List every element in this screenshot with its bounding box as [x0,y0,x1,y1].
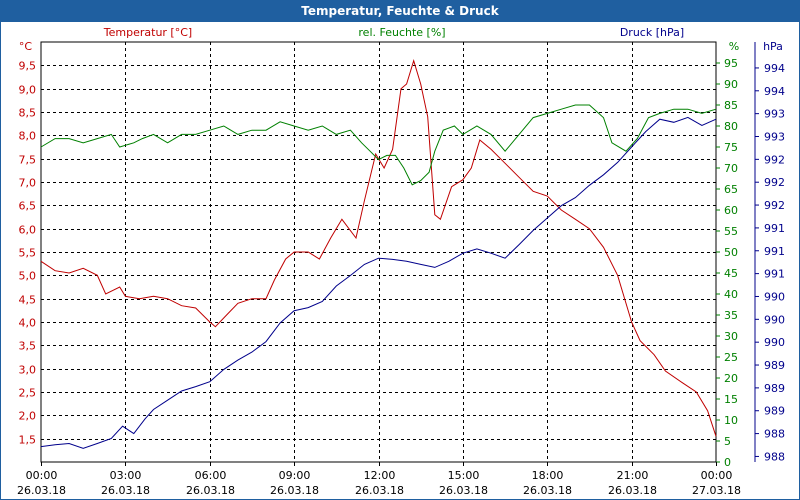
date-tick-label: 27.03.18 [692,484,741,497]
time-axis: 00:00 26.03.18 03:00 26.03.18 06:00 26.03.18 0… [17,462,741,497]
humidity-axis: % rel. Feuchte [%] 0 5 10 15 20 25 30 35 40 45 50 5… [358,26,739,469]
humidity-tick-label: 35 [724,309,738,322]
time-tick-label: 09:00 [279,469,311,482]
temperature-unit: °C [19,40,33,53]
temperature-axis: °C Temperatur [°C] 1,5 2,0 2,5 3,0 3,5 4,0 4,5… [19,26,193,447]
pressure-axis: hPa Druck [hPa] 988 988 989 989 989 990 990 990… [620,26,785,463]
humidity-tick-label: 95 [724,57,738,70]
pressure-tick-label: 994 [764,85,785,98]
temperature-tick-label: 6,5 [19,200,37,213]
humidity-tick-label: 85 [724,99,738,112]
time-tick-label: 18:00 [532,469,564,482]
temperature-tick-label: 6,0 [19,224,37,237]
pressure-tick-label: 992 [764,153,785,166]
pressure-tick-label: 989 [764,405,785,418]
time-tick-label: 03:00 [110,469,142,482]
temperature-tick-label: 4,5 [19,294,37,307]
humidity-tick-label: 30 [724,330,738,343]
temperature-tick-label: 2,0 [19,410,37,423]
date-tick-label: 26.03.18 [270,484,319,497]
pressure-tick-label: 989 [764,359,785,372]
pressure-tick-label: 994 [764,62,785,75]
humidity-tick-label: 45 [724,267,738,280]
humidity-tick-label: 5 [724,435,731,448]
pressure-unit: hPa [763,40,783,53]
pressure-tick-label: 992 [764,199,785,212]
series-line-pressure [40,116,717,449]
humidity-tick-label: 75 [724,141,738,154]
pressure-tick-label: 990 [764,336,785,349]
humidity-tick-label: 60 [724,204,738,217]
series-group [40,58,717,449]
date-tick-label: 26.03.18 [523,484,572,497]
humidity-tick-label: 65 [724,183,738,196]
pressure-tick-label: 990 [764,290,785,303]
pressure-tick-label: 993 [764,108,785,121]
humidity-tick-label: 25 [724,351,738,364]
pressure-tick-label: 991 [764,222,785,235]
humidity-tick-label: 10 [724,414,738,427]
series-line-temperature [40,58,717,437]
humidity-tick-label: 50 [724,246,738,259]
chart-title: Temperatur, Feuchte & Druck [1,1,799,22]
date-tick-label: 26.03.18 [17,484,66,497]
pressure-tick-label: 988 [764,450,785,463]
temperature-tick-label: 5,0 [19,270,37,283]
pressure-tick-label: 991 [764,245,785,258]
temperature-tick-label: 7,0 [19,177,37,190]
time-tick-label: 21:00 [617,469,649,482]
temperature-tick-label: 8,5 [19,107,37,120]
humidity-tick-label: 55 [724,225,738,238]
temperature-tick-label: 9,0 [19,84,37,97]
time-tick-label: 00:00 [26,469,58,482]
temperature-tick-label: 3,5 [19,340,37,353]
temperature-tick-label: 8,0 [19,130,37,143]
time-tick-label: 00:00 [701,469,733,482]
pressure-tick-label: 988 [764,428,785,441]
temperature-tick-label: 9,5 [19,60,37,73]
humidity-axis-title: rel. Feuchte [%] [358,26,445,39]
temperature-tick-label: 4,0 [19,317,37,330]
temperature-tick-label: 5,5 [19,247,37,260]
temperature-tick-label: 1,5 [19,434,37,447]
date-tick-label: 26.03.18 [101,484,150,497]
humidity-tick-label: 80 [724,120,738,133]
humidity-tick-label: 90 [724,78,738,91]
pressure-tick-label: 989 [764,382,785,395]
date-tick-label: 26.03.18 [439,484,488,497]
humidity-unit: % [729,40,739,53]
humidity-tick-label: 0 [724,456,731,469]
temperature-tick-label: 2,5 [19,387,37,400]
temperature-axis-title: Temperatur [°C] [103,26,192,39]
pressure-tick-label: 990 [764,313,785,326]
humidity-tick-label: 20 [724,372,738,385]
time-tick-label: 12:00 [364,469,396,482]
time-tick-label: 06:00 [195,469,227,482]
grid [40,41,717,463]
temperature-tick-label: 3,0 [19,364,37,377]
pressure-tick-label: 993 [764,131,785,144]
date-tick-label: 26.03.18 [355,484,404,497]
pressure-tick-label: 991 [764,268,785,281]
pressure-tick-label: 992 [764,176,785,189]
pressure-axis-title: Druck [hPa] [620,26,684,39]
humidity-tick-label: 40 [724,288,738,301]
humidity-tick-label: 15 [724,393,738,406]
temperature-tick-label: 7,5 [19,154,37,167]
date-tick-label: 26.03.18 [608,484,657,497]
humidity-tick-label: 70 [724,162,738,175]
time-tick-label: 15:00 [448,469,480,482]
series-line-humidity [40,104,717,186]
date-tick-label: 26.03.18 [186,484,235,497]
